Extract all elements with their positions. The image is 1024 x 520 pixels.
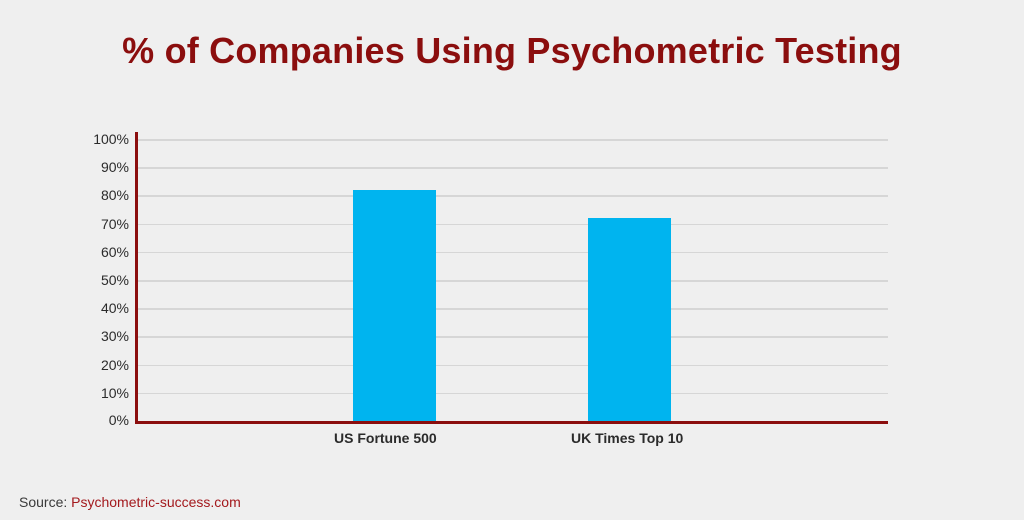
- x-category-label: UK Times Top 10: [571, 430, 684, 446]
- y-tick-label: 70%: [100, 215, 129, 232]
- bar-0[interactable]: [353, 189, 436, 421]
- gridline: [137, 195, 888, 197]
- y-tick-label: 10%: [100, 384, 129, 401]
- y-axis-line: [135, 132, 138, 424]
- y-tick-label: 90%: [100, 159, 129, 176]
- y-tick-label: 0%: [108, 412, 129, 428]
- y-tick-label: 80%: [100, 187, 129, 204]
- x-axis-line: [135, 421, 888, 424]
- gridline: [137, 223, 888, 226]
- gridline: [137, 308, 888, 310]
- gridline: [137, 392, 888, 395]
- y-tick-label: 50%: [100, 272, 129, 288]
- y-tick-label: 40%: [100, 300, 129, 317]
- gridline: [137, 364, 888, 367]
- gridline: [137, 336, 888, 338]
- x-category-label: US Fortune 500: [334, 430, 437, 446]
- gridline: [137, 280, 888, 282]
- source-label: Source:: [19, 494, 68, 510]
- chart-title: % of Companies Using Psychometric Testin…: [122, 30, 902, 71]
- source-link[interactable]: Psychometric-success.com: [71, 494, 241, 510]
- y-tick-label: 20%: [100, 356, 129, 373]
- source-note: Source: Psychometric-success.com: [19, 494, 241, 510]
- y-tick-label: 60%: [100, 243, 129, 260]
- y-tick-label: 30%: [100, 328, 129, 345]
- gridline: [137, 251, 888, 254]
- bar-1[interactable]: [588, 217, 671, 421]
- y-tick-label: 100%: [93, 131, 129, 147]
- gridline: [137, 167, 888, 169]
- gridline: [137, 139, 888, 141]
